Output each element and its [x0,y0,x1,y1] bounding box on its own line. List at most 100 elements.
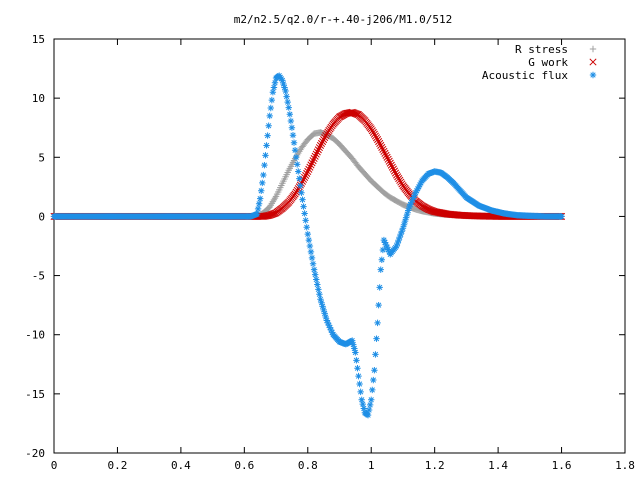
data-point [321,310,328,317]
data-point [558,213,565,220]
data-point [354,365,361,372]
data-point [314,281,321,288]
data-point [375,137,383,146]
data-point [373,335,380,342]
data-point [301,173,309,181]
data-point [262,152,269,159]
data-point [299,196,306,203]
legend-label: R stress [515,43,568,56]
data-point [254,205,262,213]
data-point [386,159,394,167]
data-point [367,125,375,133]
data-point [414,185,421,193]
data-point [372,134,381,142]
y-tick-label: -5 [32,270,45,283]
legend-marker [589,45,597,53]
data-point [318,299,325,306]
data-point [300,203,307,210]
data-point [388,163,396,171]
x-tick-label: 0.4 [171,459,191,472]
data-point [296,175,303,182]
data-point [294,161,301,168]
data-point [258,187,265,194]
data-point [394,173,402,181]
data-point [383,153,391,161]
data-point [305,236,313,244]
data-point [270,84,278,91]
y-tick-label: 10 [32,92,45,105]
y-tick-label: 0 [38,210,45,223]
data-point [368,127,376,135]
data-point [286,111,294,118]
data-point [396,176,404,184]
data-point [413,187,420,194]
data-point [317,296,324,303]
data-point [298,189,305,196]
data-point [350,341,357,348]
data-point [376,139,384,148]
data-point [399,225,407,232]
data-point [313,148,321,156]
data-point [304,167,312,176]
data-point [319,137,327,146]
data-point [308,159,316,167]
data-point [395,236,402,244]
data-point [304,230,311,238]
data-point [316,291,323,298]
data-point [397,178,405,186]
data-point [360,405,368,412]
data-point [589,58,597,66]
data-point [319,303,326,310]
data-point [310,154,318,163]
data-point [264,132,271,139]
data-point [309,157,317,165]
data-point [316,141,325,150]
data-point [327,326,335,334]
legend-label: G work [528,56,568,69]
series-layer [50,72,566,419]
data-point [302,217,309,224]
data-point [403,210,411,218]
data-point [378,256,385,263]
data-point [408,199,415,206]
y-tick-label: 15 [32,33,45,46]
data-point [416,181,424,189]
data-point [322,313,329,321]
data-point [305,165,313,173]
data-point [307,248,315,256]
data-point [382,151,390,159]
data-point [312,150,320,158]
data-point [313,276,320,283]
data-point [394,239,401,247]
data-point [271,79,279,86]
data-point [374,319,381,327]
x-tick-label: 1.6 [552,459,572,472]
data-point [289,132,297,139]
data-point [411,191,418,199]
data-point [261,161,268,169]
data-point [393,171,401,179]
data-point [382,241,390,249]
data-point [283,93,290,100]
data-point [315,286,322,293]
x-tick-label: 0.6 [234,459,254,472]
data-point [402,214,410,221]
data-point [291,146,299,154]
data-point [395,175,403,183]
data-point [284,98,291,106]
data-point [287,117,295,125]
data-point [263,142,270,149]
data-point [288,124,296,131]
data-point [259,179,266,187]
data-point [256,195,264,202]
y-tick-label: 5 [38,151,45,164]
data-point [407,201,414,208]
y-tick-label: -10 [25,329,45,342]
data-point [297,182,304,189]
data-point [285,104,292,111]
data-point [384,246,392,253]
axis-ticks: 0 0.2 0.4 0.6 0.8 1 1.2 1.4 1.6 1.8 15 10 5 0 -5 -10 -15… [25,33,635,472]
data-point [377,141,385,150]
